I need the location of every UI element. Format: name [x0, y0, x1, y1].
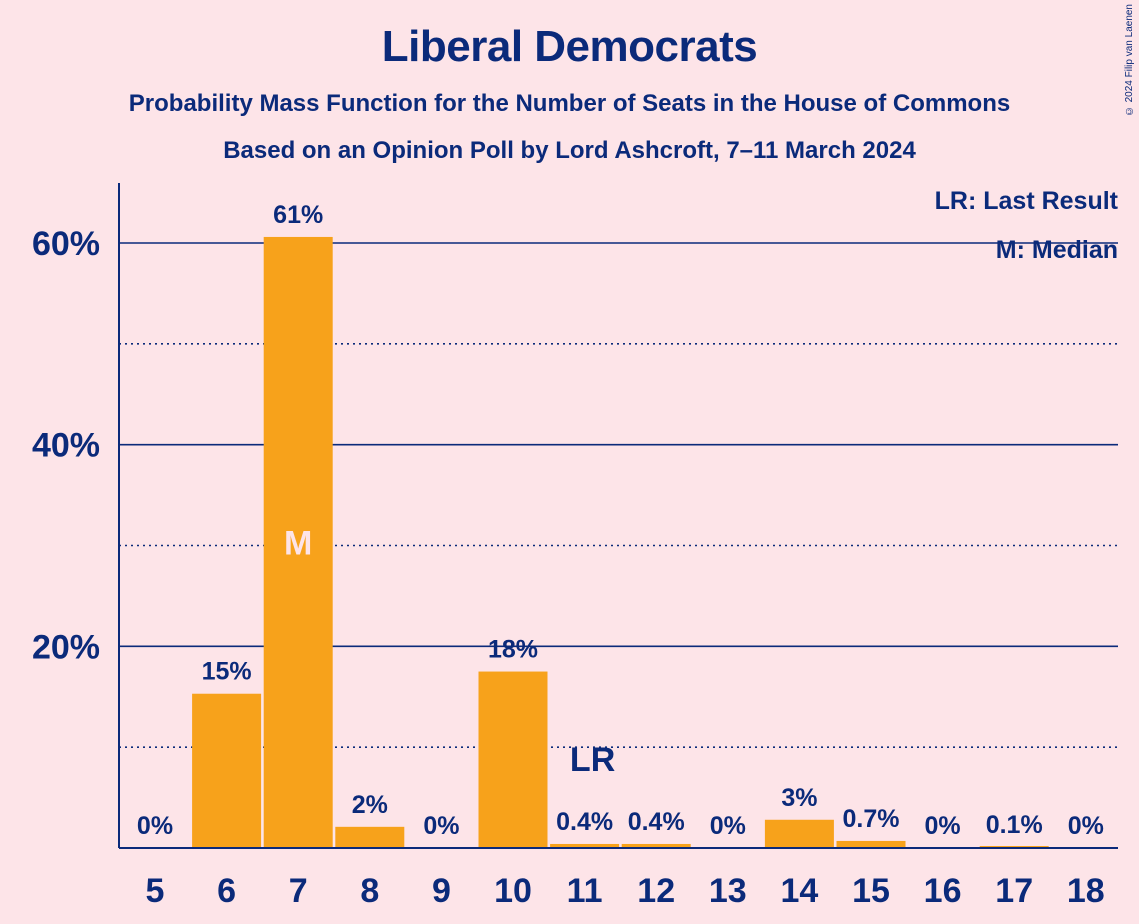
x-tick-label-7: 7: [289, 872, 308, 910]
legend-last-result: LR: Last Result: [935, 187, 1119, 215]
x-tick-label-16: 16: [924, 872, 962, 910]
y-tick-label-0: 20%: [32, 628, 100, 666]
legend-median: M: Median: [996, 236, 1118, 264]
data-label-seats-5: 0%: [137, 812, 173, 840]
chart-source-line: Based on an Opinion Poll by Lord Ashcrof…: [223, 137, 916, 164]
x-tick-label-10: 10: [494, 872, 532, 910]
x-tick-label-13: 13: [709, 872, 747, 910]
bar-seats-14: [764, 819, 834, 848]
data-label-seats-9: 0%: [423, 812, 459, 840]
bar-seats-15: [836, 840, 906, 848]
bars: [192, 236, 1049, 848]
x-tick-label-6: 6: [217, 872, 236, 910]
data-label-seats-13: 0%: [710, 812, 746, 840]
bar-seats-11: [550, 843, 620, 848]
gridlines: 20% 40% 60%: [32, 225, 1118, 748]
data-label-seats-10: 18%: [488, 636, 538, 664]
data-label-seats-12: 0.4%: [628, 808, 685, 836]
x-tick-label-5: 5: [146, 872, 165, 910]
chart-title: Liberal Democrats: [381, 22, 758, 71]
bar-seats-10: [478, 671, 548, 848]
x-tick-label-9: 9: [432, 872, 451, 910]
last-result-marker: LR: [570, 741, 615, 779]
x-tick-label-11: 11: [567, 872, 603, 910]
data-label-seats-15: 0.7%: [843, 805, 900, 833]
data-label-seats-14: 3%: [781, 784, 817, 812]
data-label-seats-17: 0.1%: [986, 811, 1043, 839]
median-marker: M: [284, 524, 312, 562]
data-labels: 0% 5 15% 6 61% 7 2% 8 0% 9 18% 10 0.4% 11 0.4% 12 0% 13 3%…: [137, 201, 1105, 910]
x-tick-label-15: 15: [852, 872, 890, 910]
x-tick-label-12: 12: [637, 872, 675, 910]
axes: [118, 183, 1118, 849]
bar-seats-6: [192, 693, 262, 848]
data-label-seats-6: 15%: [202, 658, 252, 686]
y-tick-label-2: 60%: [32, 225, 100, 263]
data-label-seats-8: 2%: [352, 791, 388, 819]
chart-subtitle: Probability Mass Function for the Number…: [128, 90, 1011, 117]
data-label-seats-7: 61%: [273, 201, 323, 229]
data-label-seats-18: 0%: [1068, 812, 1104, 840]
y-tick-label-1: 40%: [32, 427, 100, 465]
bar-seats-7: [263, 236, 333, 848]
data-label-seats-11: 0.4%: [556, 808, 613, 836]
x-tick-label-17: 17: [995, 872, 1033, 910]
data-label-seats-16: 0%: [925, 812, 961, 840]
x-tick-label-14: 14: [780, 872, 818, 910]
x-tick-label-18: 18: [1067, 872, 1105, 910]
bar-seats-8: [335, 826, 405, 848]
x-tick-label-8: 8: [360, 872, 379, 910]
bar-seats-12: [621, 843, 691, 848]
